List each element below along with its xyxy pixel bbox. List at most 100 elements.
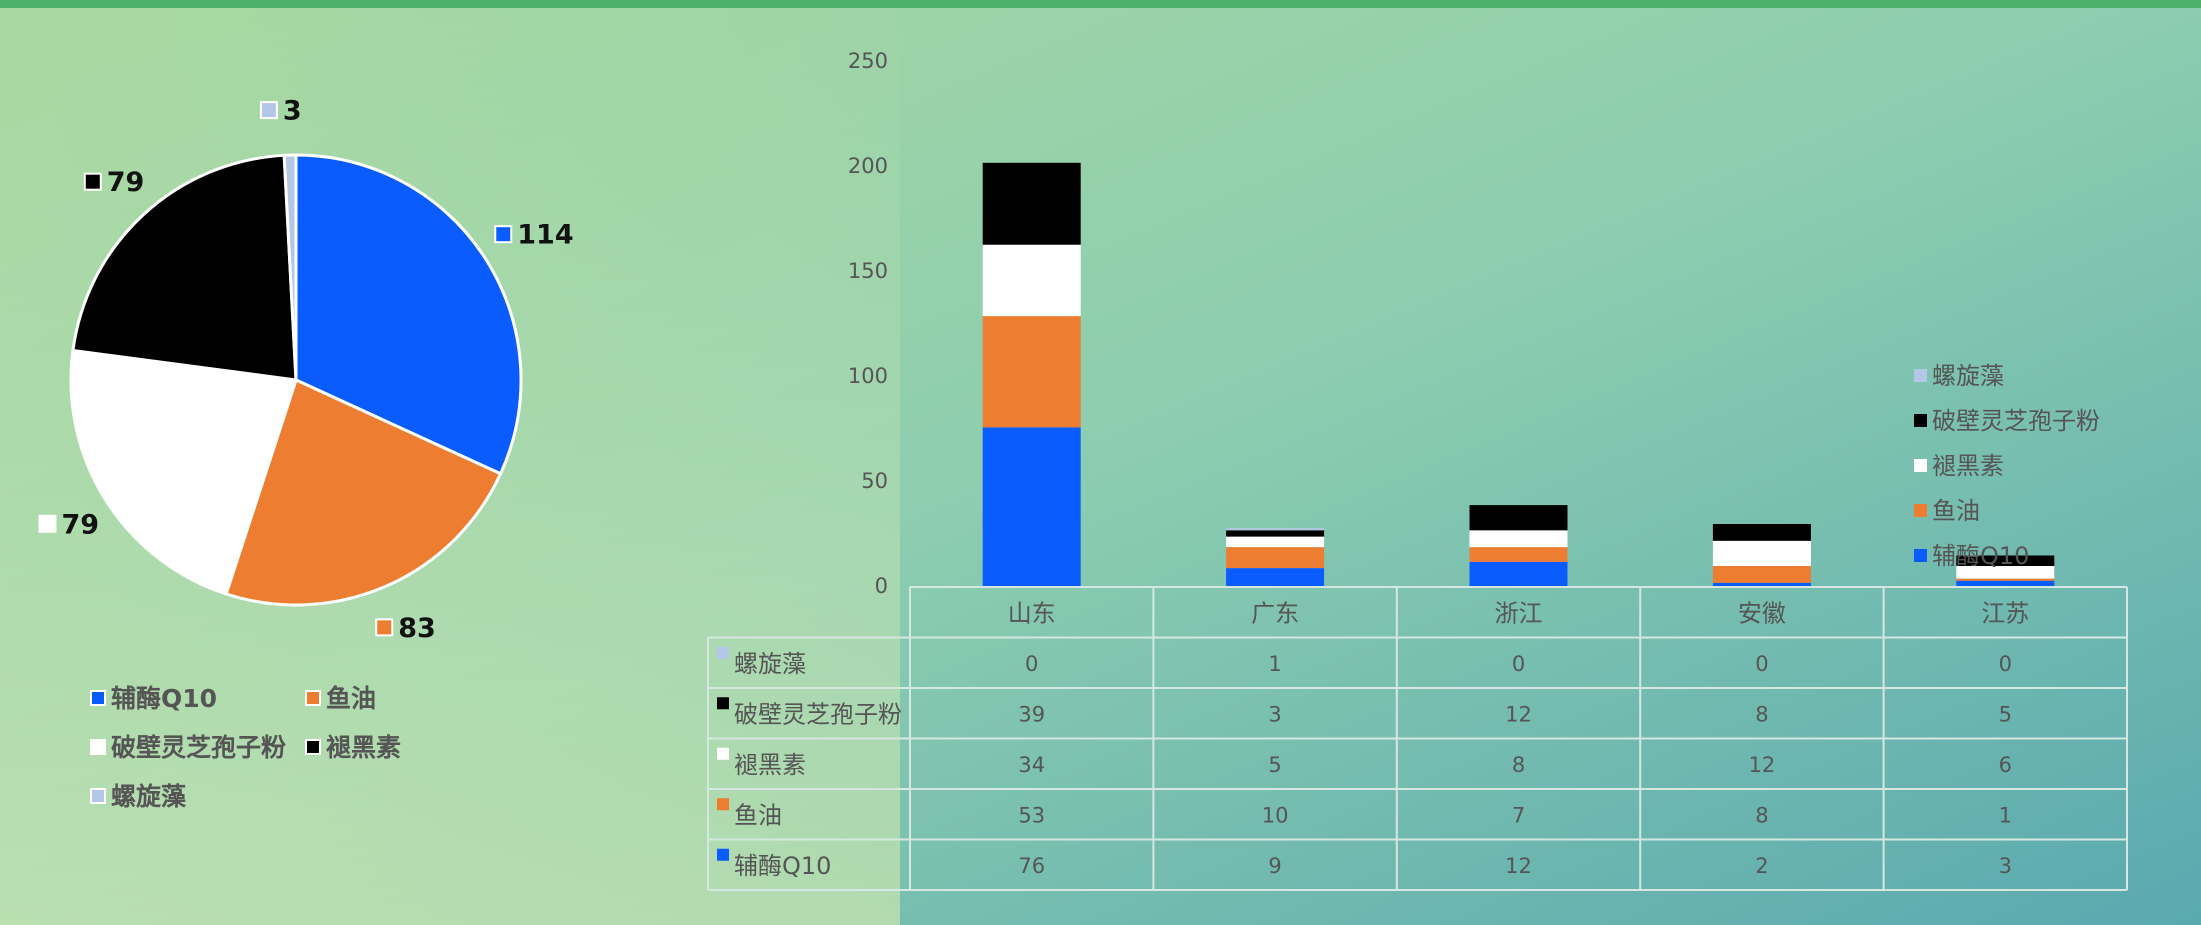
legend-label: 螺旋藻 [111, 782, 187, 811]
legend-marker [305, 739, 321, 755]
table-cell: 8 [1512, 753, 1525, 777]
legend-label: 螺旋藻 [1932, 362, 2004, 390]
table-cell: 12 [1505, 854, 1532, 878]
table-cell: 12 [1749, 753, 1776, 777]
legend-label: 辅酶Q10 [1932, 542, 2029, 570]
x-tick-label: 山东 [1008, 599, 1056, 627]
bar-segment [1469, 530, 1568, 548]
table-marker [717, 646, 729, 659]
legend-label: 鱼油 [326, 684, 376, 713]
table-cell: 3 [1999, 854, 2012, 878]
table-cell: 34 [1018, 753, 1045, 777]
bar-segment [1226, 528, 1325, 531]
table-row-label: 褪黑素 [734, 751, 806, 779]
y-tick-label: 100 [848, 364, 888, 388]
bar-segment [1712, 566, 1811, 583]
table-cell: 3 [1268, 702, 1281, 726]
legend-marker [90, 739, 106, 755]
table-cell: 9 [1268, 854, 1281, 878]
table-row-label: 鱼油 [734, 801, 782, 829]
table-cell: 6 [1999, 753, 2012, 777]
table-cell: 10 [1262, 803, 1289, 827]
bar-segment [1469, 547, 1568, 562]
x-tick-label: 广东 [1251, 599, 1299, 627]
legend-label: 破壁灵芝孢子粉 [1932, 407, 2100, 435]
legend-label: 破壁灵芝孢子粉 [111, 733, 286, 762]
table-marker [717, 798, 729, 811]
legend-label: 褪黑素 [326, 733, 401, 762]
table-row-label: 辅酶Q10 [734, 852, 831, 880]
table-cell: 8 [1755, 803, 1768, 827]
legend-marker [1914, 504, 1927, 517]
table-cell: 76 [1018, 854, 1045, 878]
pie-slice [282, 153, 298, 381]
legend-label: 褪黑素 [1932, 452, 2004, 480]
pie-slice [71, 153, 298, 382]
data-label: 114 [517, 220, 573, 251]
bar-segment [1956, 578, 2055, 581]
table-row-label: 破壁灵芝孢子粉 [734, 700, 902, 728]
table-cell: 39 [1018, 702, 1045, 726]
table-row-label: 螺旋藻 [734, 650, 806, 678]
y-tick-label: 250 [848, 49, 888, 73]
table-cell: 0 [1999, 652, 2012, 676]
data-label: 79 [107, 167, 145, 198]
bar-segment [982, 316, 1081, 428]
label-marker [83, 172, 102, 191]
table-cell: 0 [1025, 652, 1038, 676]
pie-slice [224, 377, 503, 607]
table-cell: 5 [1268, 753, 1281, 777]
table-cell: 2 [1755, 854, 1768, 878]
legend-marker [1914, 369, 1927, 382]
legend-marker [90, 788, 106, 804]
bar-segment [1956, 566, 2055, 579]
bar-segment [1712, 524, 1811, 541]
top-border [0, 0, 2201, 8]
x-tick-label: 浙江 [1495, 599, 1543, 627]
x-tick-label: 安徽 [1738, 599, 1786, 627]
data-label: 3 [283, 96, 302, 127]
bar-segment [1469, 505, 1568, 531]
y-tick-label: 200 [848, 154, 888, 178]
legend-label: 鱼油 [1932, 497, 1980, 525]
bar-segment [1226, 530, 1325, 537]
bar-segment [1469, 561, 1568, 587]
pie-slice [294, 153, 523, 476]
label-marker [38, 514, 57, 533]
bar-segment [1226, 536, 1325, 548]
table-cell: 1 [1268, 652, 1281, 676]
bar-segment [982, 162, 1081, 245]
table-cell: 12 [1505, 702, 1532, 726]
legend-marker [305, 690, 321, 706]
legend-marker [1914, 549, 1927, 562]
table-cell: 0 [1755, 652, 1768, 676]
legend-marker [1914, 459, 1927, 472]
legend-marker [90, 690, 106, 706]
pie-slice [69, 348, 298, 596]
table-cell: 53 [1018, 803, 1045, 827]
bar-segment [1712, 540, 1811, 566]
table-cell: 5 [1999, 702, 2012, 726]
bar-segment [982, 427, 1081, 587]
table-cell: 7 [1512, 803, 1525, 827]
bar-segment [1226, 547, 1325, 569]
table-cell: 0 [1512, 652, 1525, 676]
table-marker [717, 747, 729, 760]
label-marker [375, 618, 394, 637]
x-tick-label: 江苏 [1981, 599, 2029, 627]
y-tick-label: 50 [861, 469, 888, 493]
table-marker [717, 697, 729, 710]
data-label: 79 [61, 509, 99, 540]
label-marker [494, 225, 513, 244]
bar-segment [1226, 568, 1325, 587]
bar-segment [1956, 580, 2055, 587]
bar-segment [1956, 555, 2055, 566]
legend-label: 辅酶Q10 [111, 684, 217, 713]
bar-segment [982, 244, 1081, 317]
y-tick-label: 150 [848, 259, 888, 283]
table-marker [717, 848, 729, 861]
bar-segment [1712, 582, 1811, 587]
